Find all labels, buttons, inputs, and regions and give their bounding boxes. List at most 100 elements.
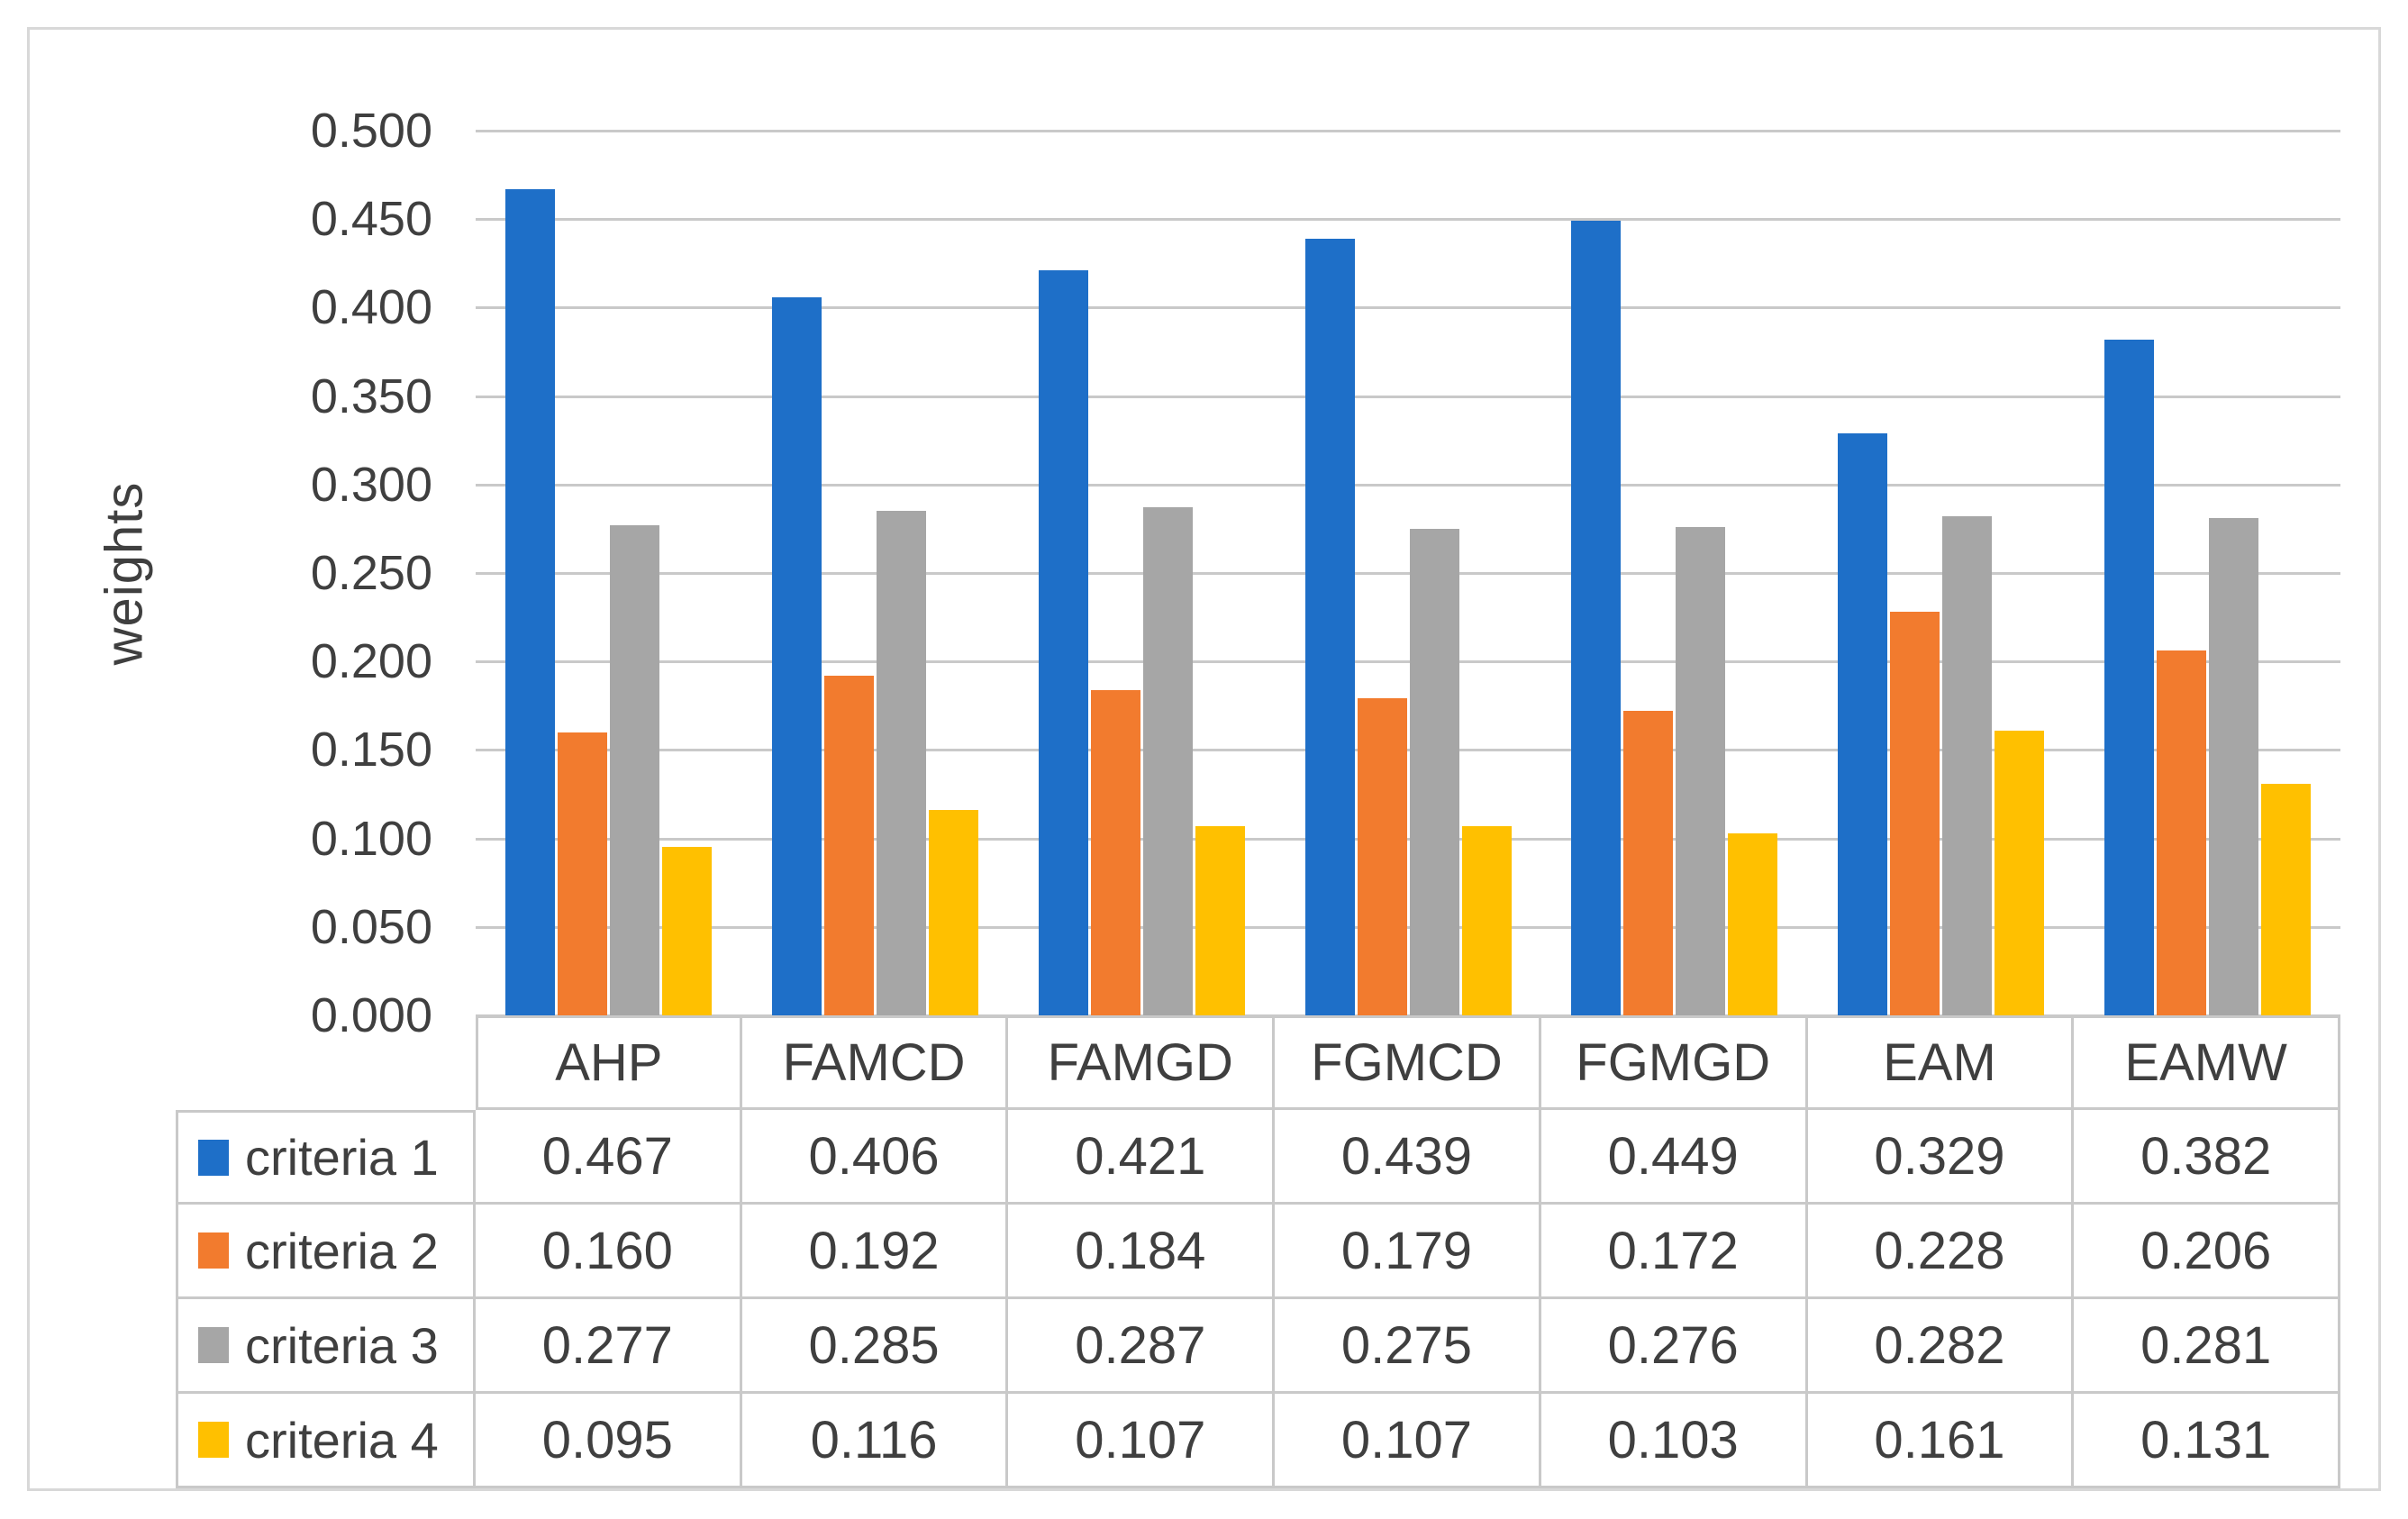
bar-criteria-4-FGMCD: [1461, 825, 1512, 1015]
value-cell-criteria-3-EAM: 0.282: [1807, 1299, 2075, 1394]
plot-area: [476, 130, 2340, 1017]
legend-swatch-criteria-3: [198, 1327, 229, 1363]
value-cell-criteria-1-FGMGD: 0.449: [1540, 1110, 1808, 1205]
value-cell-criteria-3-FAMCD: 0.285: [741, 1299, 1009, 1394]
gridline-0.250: [476, 572, 2340, 575]
bar-criteria-3-EAM: [1941, 516, 1992, 1015]
legend-cell-criteria-2: criteria 2: [176, 1205, 476, 1299]
bar-criteria-1-EAM: [1837, 432, 1887, 1015]
column-header-FAMCD: FAMCD: [741, 1015, 1009, 1110]
y-tick-label-0.200: 0.200: [310, 634, 432, 689]
value-cell-criteria-4-EAMW: 0.131: [2074, 1394, 2340, 1488]
gridline-0.050: [476, 925, 2340, 929]
bar-criteria-3-FGMCD: [1409, 528, 1459, 1015]
y-tick-label-0.250: 0.250: [310, 546, 432, 600]
gridline-0.200: [476, 660, 2340, 664]
legend-swatch-criteria-2: [198, 1232, 229, 1269]
bar-criteria-2-FAMGD: [1090, 689, 1140, 1015]
bar-criteria-1-FGMCD: [1304, 238, 1355, 1015]
value-cell-criteria-1-EAM: 0.329: [1807, 1110, 2075, 1205]
bar-criteria-4-FAMGD: [1195, 825, 1245, 1015]
value-cell-criteria-1-FAMGD: 0.421: [1008, 1110, 1276, 1205]
gridline-0.450: [476, 218, 2340, 222]
value-cell-criteria-1-AHP: 0.467: [476, 1110, 742, 1205]
y-tick-label-0.350: 0.350: [310, 368, 432, 423]
legend-swatch-criteria-4: [198, 1422, 229, 1458]
bar-criteria-1-FAMCD: [772, 296, 822, 1015]
gridline-0.300: [476, 483, 2340, 487]
value-cell-criteria-2-FAMCD: 0.192: [741, 1205, 1009, 1299]
value-cell-criteria-1-EAMW: 0.382: [2074, 1110, 2340, 1205]
bar-criteria-3-AHP: [610, 524, 660, 1015]
bar-criteria-1-AHP: [505, 188, 556, 1015]
legend-label: criteria 4: [245, 1411, 439, 1469]
gridline-0.350: [476, 395, 2340, 398]
y-tick-label-0.050: 0.050: [310, 899, 432, 954]
bar-criteria-1-FAMGD: [1038, 270, 1088, 1015]
value-cell-criteria-3-AHP: 0.277: [476, 1299, 742, 1394]
bar-criteria-4-EAMW: [2260, 783, 2311, 1015]
value-cell-criteria-4-AHP: 0.095: [476, 1394, 742, 1488]
bar-group-EAM: [1808, 131, 2075, 1015]
bar-group-FGMGD: [1541, 131, 1808, 1015]
value-cell-criteria-4-EAM: 0.161: [1807, 1394, 2075, 1488]
bar-criteria-2-AHP: [558, 732, 608, 1015]
bar-criteria-2-EAM: [1889, 612, 1940, 1015]
value-cell-criteria-2-FAMGD: 0.184: [1008, 1205, 1276, 1299]
bar-group-FGMCD: [1275, 131, 1541, 1015]
bar-group-EAMW: [2074, 131, 2340, 1015]
bar-criteria-4-FGMGD: [1728, 832, 1778, 1015]
legend-cell-criteria-3: criteria 3: [176, 1299, 476, 1394]
legend-swatch-criteria-1: [198, 1139, 229, 1176]
y-tick-label-0.000: 0.000: [310, 988, 432, 1042]
bar-group-AHP: [476, 131, 742, 1015]
bar-group-FAMCD: [742, 131, 1009, 1015]
value-cell-criteria-2-EAM: 0.228: [1807, 1205, 2075, 1299]
legend-label: criteria 3: [245, 1316, 439, 1374]
bar-criteria-2-FGMCD: [1357, 698, 1407, 1015]
bar-criteria-2-EAMW: [2156, 650, 2206, 1015]
table-corner-spacer: [176, 1015, 476, 1110]
value-cell-criteria-2-AHP: 0.160: [476, 1205, 742, 1299]
value-cell-criteria-1-FAMCD: 0.406: [741, 1110, 1009, 1205]
value-cell-criteria-3-EAMW: 0.281: [2074, 1299, 2340, 1394]
value-cell-criteria-4-FAMCD: 0.116: [741, 1394, 1009, 1488]
value-cell-criteria-4-FGMGD: 0.103: [1540, 1394, 1808, 1488]
gridline-0.100: [476, 837, 2340, 841]
legend-cell-criteria-1: criteria 1: [176, 1110, 476, 1205]
value-cell-criteria-4-FGMCD: 0.107: [1275, 1394, 1541, 1488]
bar-criteria-3-FAMCD: [877, 511, 927, 1015]
bar-criteria-3-EAMW: [2208, 518, 2258, 1015]
column-header-FAMGD: FAMGD: [1008, 1015, 1276, 1110]
column-header-EAM: EAM: [1807, 1015, 2075, 1110]
value-cell-criteria-2-FGMGD: 0.172: [1540, 1205, 1808, 1299]
value-cell-criteria-1-FGMCD: 0.439: [1275, 1110, 1541, 1205]
value-cell-criteria-3-FGMCD: 0.275: [1275, 1299, 1541, 1394]
column-header-FGMCD: FGMCD: [1275, 1015, 1541, 1110]
bar-criteria-2-FGMGD: [1623, 711, 1674, 1015]
legend-label: criteria 2: [245, 1222, 439, 1279]
bar-criteria-4-EAM: [1994, 730, 2044, 1015]
bar-criteria-4-AHP: [662, 847, 713, 1015]
bar-criteria-4-FAMCD: [929, 810, 979, 1015]
y-axis-title-box: weights: [84, 131, 165, 1015]
y-tick-label-0.150: 0.150: [310, 723, 432, 778]
legend-cell-criteria-4: criteria 4: [176, 1394, 476, 1488]
value-cell-criteria-2-EAMW: 0.206: [2074, 1205, 2340, 1299]
value-cell-criteria-4-FAMGD: 0.107: [1008, 1394, 1276, 1488]
y-axis-title: weights: [95, 481, 154, 665]
bar-criteria-1-FGMGD: [1571, 221, 1622, 1015]
column-header-EAMW: EAMW: [2074, 1015, 2340, 1110]
gridline-0.500: [476, 130, 2340, 132]
y-axis-tick-labels: 0.500 0.450 0.400 0.350 0.300 0.250 0.200 0.150…: [165, 104, 432, 1042]
legend-label: criteria 1: [245, 1129, 439, 1186]
bar-criteria-3-FGMGD: [1676, 526, 1726, 1015]
column-header-FGMGD: FGMGD: [1540, 1015, 1808, 1110]
value-cell-criteria-2-FGMCD: 0.179: [1275, 1205, 1541, 1299]
bar-groups-layer: [476, 131, 2340, 1015]
y-tick-label-0.400: 0.400: [310, 280, 432, 335]
data-table: AHP FAMCD FAMGD FGMCD FGMGD EAM EAMW criteria 1…: [176, 1015, 2340, 1488]
bar-criteria-2-FAMCD: [824, 675, 875, 1015]
y-tick-label-0.450: 0.450: [310, 192, 432, 247]
